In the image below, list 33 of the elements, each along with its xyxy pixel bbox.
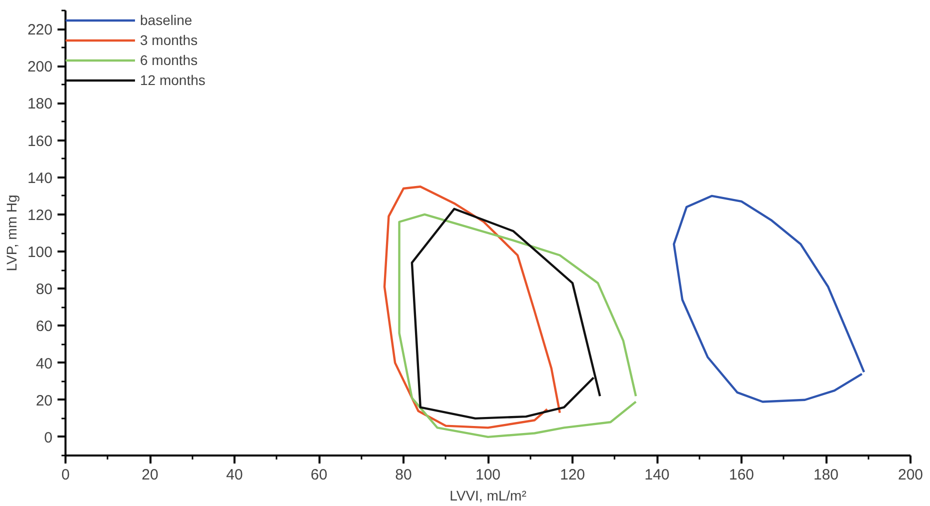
x-tick-label: 160	[728, 466, 754, 484]
legend-label: 12 months	[140, 72, 206, 88]
y-axis-title: LVP, mm Hg	[3, 194, 20, 272]
legend-label: 3 months	[140, 32, 198, 48]
y-tick-label: 180	[27, 96, 53, 113]
y-tick-label: 120	[27, 206, 53, 224]
x-tick-label: 180	[813, 466, 839, 484]
y-tick-label: 20	[36, 392, 53, 410]
x-tick-label: 60	[310, 466, 328, 484]
line-series	[672, 194, 866, 403]
x-tick-label: 20	[142, 466, 158, 484]
y-tick-label: 140	[27, 170, 53, 187]
y-tick-label: 80	[36, 281, 53, 298]
y-tick-label: 100	[27, 244, 53, 262]
y-tick-label: 0	[44, 429, 52, 446]
x-tick-label: 40	[226, 466, 243, 484]
y-tick-label: 40	[36, 355, 53, 372]
y-tick-label: 60	[36, 318, 53, 336]
x-tick-label: 100	[475, 466, 501, 484]
line-series	[398, 213, 637, 438]
legend-label: baseline	[140, 12, 192, 28]
x-tick-label: 140	[644, 466, 670, 484]
x-axis-title: LVVI, mL/m²	[450, 488, 527, 504]
y-tick-label: 160	[27, 132, 53, 150]
line-series	[410, 208, 602, 420]
x-tick-label: 120	[560, 466, 586, 484]
y-tick-label: 200	[27, 58, 53, 76]
x-tick-label: 200	[898, 466, 924, 484]
line-series	[383, 186, 561, 429]
y-tick-label: 220	[27, 22, 53, 39]
x-tick-label: 0	[61, 466, 70, 484]
legend-label: 6 months	[140, 52, 198, 68]
x-tick-label: 80	[395, 466, 412, 484]
